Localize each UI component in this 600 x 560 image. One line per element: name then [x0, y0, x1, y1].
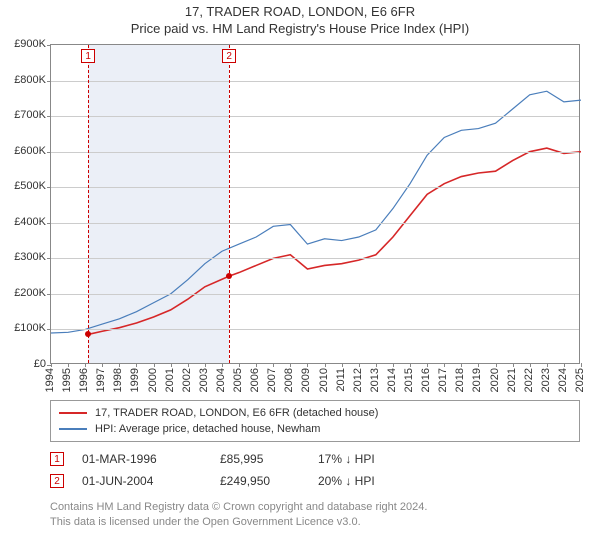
x-tick-label: 2025 — [574, 368, 586, 392]
x-tick-label: 2019 — [471, 368, 483, 392]
y-tick-label: £600K — [14, 145, 46, 157]
sale-marker-icon: 2 — [222, 49, 236, 63]
x-tick-label: 1999 — [129, 368, 141, 392]
x-tick-label: 2017 — [437, 368, 449, 392]
x-tick-label: 2024 — [557, 368, 569, 392]
sale-marker-icon: 1 — [50, 452, 64, 466]
chart-area: 12 £0£100K£200K£300K£400K£500K£600K£700K… — [50, 44, 580, 364]
x-tick-label: 2016 — [420, 368, 432, 392]
x-tick-label: 2009 — [300, 368, 312, 392]
sale-row: 2 01-JUN-2004 £249,950 20% ↓ HPI — [50, 470, 580, 492]
legend-item: 17, TRADER ROAD, LONDON, E6 6FR (detache… — [59, 405, 571, 421]
legend-label: HPI: Average price, detached house, Newh… — [95, 421, 320, 437]
x-tick-label: 2018 — [454, 368, 466, 392]
x-tick-label: 2011 — [335, 368, 347, 392]
y-tick-label: £800K — [14, 74, 46, 86]
sale-marker-icon: 2 — [50, 474, 64, 488]
x-tick-label: 2014 — [386, 368, 398, 392]
x-tick-label: 2010 — [318, 368, 330, 392]
x-tick-label: 2012 — [352, 368, 364, 392]
x-tick-label: 2001 — [164, 368, 176, 392]
credit-line: This data is licensed under the Open Gov… — [50, 515, 580, 530]
x-tick-label: 1997 — [95, 368, 107, 392]
x-tick-label: 2008 — [283, 368, 295, 392]
x-tick-label: 2006 — [249, 368, 261, 392]
x-tick-label: 2023 — [540, 368, 552, 392]
x-tick-label: 1998 — [112, 368, 124, 392]
x-tick-label: 2022 — [523, 368, 535, 392]
y-tick-label: £900K — [14, 38, 46, 50]
x-tick-label: 2002 — [181, 368, 193, 392]
x-tick-label: 2021 — [506, 368, 518, 392]
y-tick-label: £400K — [14, 216, 46, 228]
chart-container: 17, TRADER ROAD, LONDON, E6 6FR Price pa… — [0, 0, 600, 560]
y-tick-label: £300K — [14, 251, 46, 263]
legend-label: 17, TRADER ROAD, LONDON, E6 6FR (detache… — [95, 405, 378, 421]
sale-rows: 1 01-MAR-1996 £85,995 17% ↓ HPI 2 01-JUN… — [50, 448, 580, 492]
x-tick-label: 2000 — [147, 368, 159, 392]
y-tick-label: £500K — [14, 180, 46, 192]
x-tick-label: 1995 — [61, 368, 73, 392]
sale-row: 1 01-MAR-1996 £85,995 17% ↓ HPI — [50, 448, 580, 470]
credit-line: Contains HM Land Registry data © Crown c… — [50, 500, 580, 515]
sale-marker-icon: 1 — [81, 49, 95, 63]
y-tick-label: £100K — [14, 322, 46, 334]
x-tick-label: 2020 — [489, 368, 501, 392]
y-tick-label: £200K — [14, 287, 46, 299]
sale-diff: 17% ↓ HPI — [318, 452, 418, 466]
titles: 17, TRADER ROAD, LONDON, E6 6FR Price pa… — [0, 0, 600, 36]
sale-date: 01-JUN-2004 — [82, 474, 202, 488]
sale-date: 01-MAR-1996 — [82, 452, 202, 466]
chart-lines — [51, 45, 581, 365]
sale-price: £249,950 — [220, 474, 300, 488]
x-tick-label: 2005 — [232, 368, 244, 392]
x-tick-label: 2007 — [266, 368, 278, 392]
title-main: 17, TRADER ROAD, LONDON, E6 6FR — [0, 4, 600, 19]
legend-item: HPI: Average price, detached house, Newh… — [59, 421, 571, 437]
sale-diff: 20% ↓ HPI — [318, 474, 418, 488]
title-sub: Price paid vs. HM Land Registry's House … — [0, 21, 600, 36]
legend: 17, TRADER ROAD, LONDON, E6 6FR (detache… — [50, 400, 580, 442]
x-tick-label: 2015 — [403, 368, 415, 392]
x-tick-label: 2013 — [369, 368, 381, 392]
x-tick-label: 2004 — [215, 368, 227, 392]
x-tick-label: 1996 — [78, 368, 90, 392]
y-tick-label: £700K — [14, 109, 46, 121]
credits: Contains HM Land Registry data © Crown c… — [50, 500, 580, 530]
sale-price: £85,995 — [220, 452, 300, 466]
legend-swatch — [59, 412, 87, 414]
legend-swatch — [59, 428, 87, 430]
plot-area: 12 — [50, 44, 580, 364]
x-tick-label: 2003 — [198, 368, 210, 392]
x-tick-label: 1994 — [44, 368, 56, 392]
